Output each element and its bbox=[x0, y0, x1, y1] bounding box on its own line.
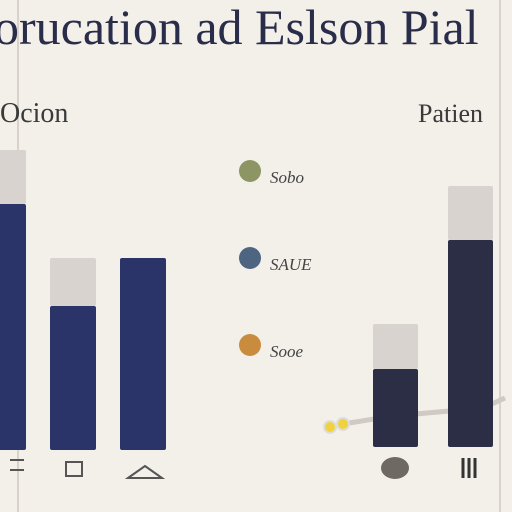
bar-segment bbox=[50, 258, 96, 306]
bar-segment bbox=[50, 306, 96, 450]
glyph bbox=[381, 457, 409, 479]
bar-segment bbox=[120, 258, 166, 450]
legend-label: SAUE bbox=[270, 255, 312, 274]
page-title: oruсation ad Eslson Pial bbox=[0, 0, 479, 55]
bar-segment bbox=[0, 204, 26, 450]
bar-segment bbox=[373, 369, 418, 447]
legend-swatch bbox=[239, 247, 261, 269]
bar-segment bbox=[448, 240, 493, 447]
bar-segment bbox=[448, 186, 493, 240]
legend-label: Sobo bbox=[270, 168, 304, 187]
legend: Sobo SAUE Sooe bbox=[239, 160, 312, 361]
bar-segment bbox=[373, 324, 418, 369]
chart-title: Patien bbox=[418, 99, 483, 128]
glyph bbox=[10, 459, 166, 479]
legend-swatch bbox=[239, 160, 261, 182]
chart-title: Ocion bbox=[0, 98, 68, 129]
glyph bbox=[461, 458, 477, 478]
legend-label: Sooe bbox=[270, 342, 304, 361]
bar-segment bbox=[0, 150, 26, 204]
legend-swatch bbox=[239, 334, 261, 356]
